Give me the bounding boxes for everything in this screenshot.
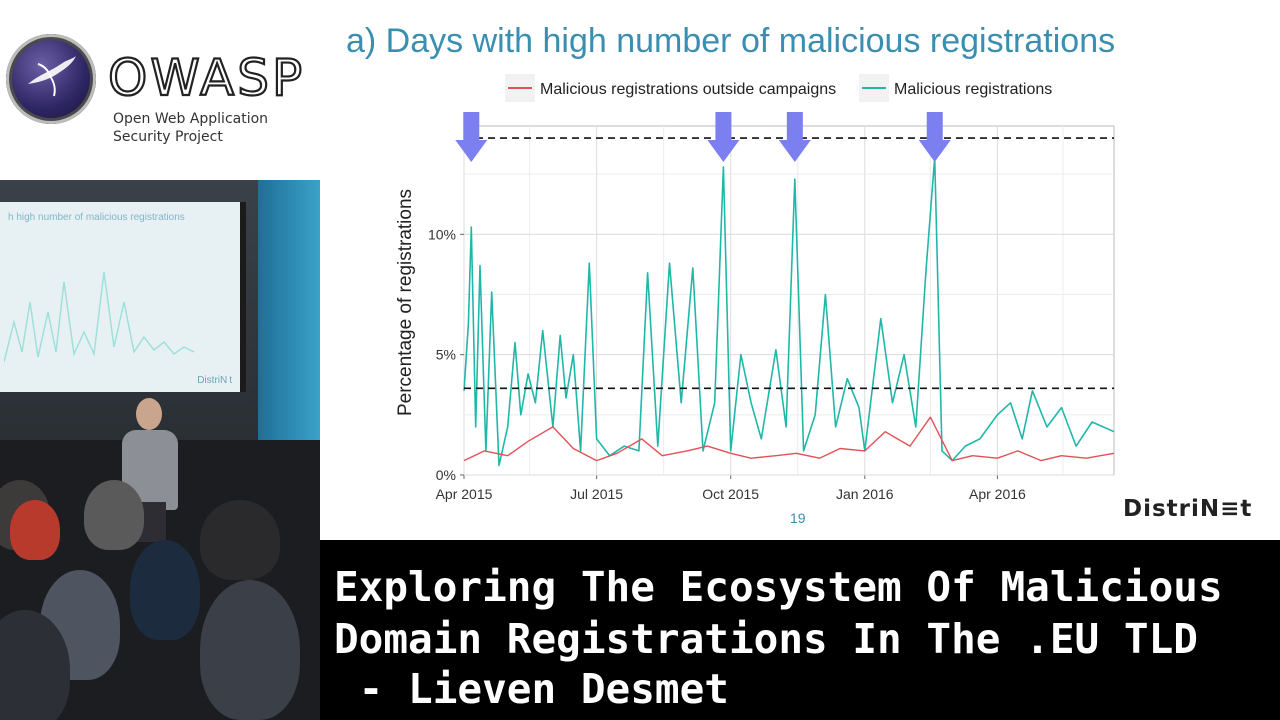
campaign-arrow-icon (778, 112, 811, 162)
campaign-arrow-icon (707, 112, 740, 162)
video-window (258, 180, 320, 440)
legend-label-malicious: Malicious registrations (894, 81, 1052, 98)
series-line-outside (463, 416, 1115, 462)
y-tick-label: 5% (436, 347, 456, 363)
y-tick-label: 10% (428, 226, 456, 242)
legend-label-outside: Malicious registrations outside campaign… (540, 81, 836, 98)
talk-caption: Exploring The Ecosystem Of Malicious Dom… (320, 540, 1280, 720)
audience-member (130, 540, 200, 640)
video-screen-chart (4, 271, 195, 363)
wasp-icon (28, 56, 76, 97)
slide-title: a) Days with high number of malicious re… (346, 22, 1116, 60)
campaign-arrow-icon (455, 112, 488, 162)
chart: Apr 2015 Jul 2015 Oct 2015 Jan 2016 Apr 2016… (395, 74, 1115, 502)
x-tick-label: Jul 2015 (570, 486, 623, 502)
campaign-arrow-icon (918, 112, 951, 162)
speaker-head (136, 398, 162, 430)
owasp-tagline: Open Web Application Security Project (113, 110, 268, 146)
slide-page-number: 19 (790, 510, 806, 526)
owasp-logo: OWASP Open Web Application Security Proj… (0, 0, 320, 180)
presentation-slide: a) Days with high number of malicious re… (320, 0, 1280, 540)
owasp-wordmark: OWASP (107, 49, 306, 107)
y-axis-label: Percentage of registrations (395, 189, 416, 416)
x-tick-label: Oct 2015 (702, 486, 759, 502)
video-screen-brand: DistriN t (197, 375, 232, 386)
video-screen-title: h high number of malicious registrations (8, 212, 185, 223)
audience-member (200, 500, 280, 580)
x-tick-label: Apr 2016 (969, 486, 1026, 502)
audience-member (84, 480, 144, 550)
owasp-tagline-line1: Open Web Application (113, 111, 269, 127)
plot-area (463, 125, 1115, 476)
video-projection-screen: h high number of malicious registrations… (0, 202, 246, 392)
caption-line-3: - Lieven Desmet (334, 665, 729, 713)
distrinet-logo: DistriN≡t (1123, 496, 1253, 522)
owasp-tagline-line2: Security Project (113, 129, 223, 145)
audience-member (200, 580, 300, 720)
caption-line-2: Domain Registrations In The .EU TLD (334, 615, 1198, 663)
series-line-malicious (463, 156, 1115, 467)
y-tick-label: 0% (436, 467, 456, 483)
caption-line-1: Exploring The Ecosystem Of Malicious (334, 563, 1223, 611)
x-tick-label: Apr 2015 (436, 486, 493, 502)
x-tick-label: Jan 2016 (836, 486, 894, 502)
audience-member (10, 500, 60, 560)
speaker-video: h high number of malicious registrations… (0, 180, 320, 720)
